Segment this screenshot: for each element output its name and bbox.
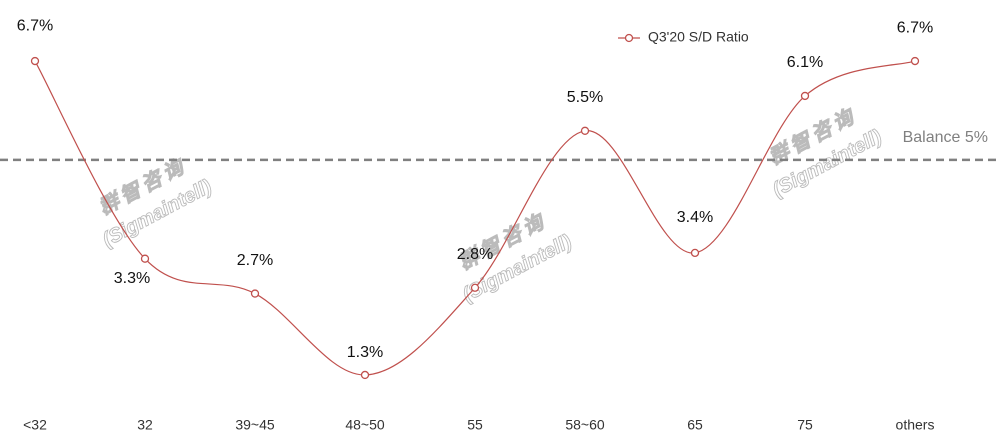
marker [690, 248, 700, 258]
marker [30, 56, 40, 66]
value-label: 6.7% [897, 19, 933, 36]
x-tick-label: 65 [687, 417, 703, 433]
x-tick-label: 39~45 [235, 417, 275, 433]
x-tick-label: 32 [137, 417, 153, 433]
value-label: 2.7% [237, 252, 273, 269]
x-tick-label: 48~50 [345, 417, 385, 433]
value-label: 6.1% [787, 54, 823, 71]
watermark: 群智咨询(Sigmaintell) [95, 153, 216, 251]
value-label: 3.4% [677, 209, 713, 226]
line [34, 60, 916, 376]
x-tick-label: <32 [23, 417, 47, 433]
marker [580, 126, 590, 135]
marker [140, 254, 150, 263]
x-tick-label: 55 [467, 417, 483, 433]
reference-label: Balance 5% [903, 129, 988, 146]
x-tick-label: 75 [797, 417, 813, 433]
value-label: 2.8% [457, 246, 493, 263]
value-label: 3.3% [114, 270, 150, 287]
value-label: 1.3% [347, 344, 383, 361]
marker [910, 56, 920, 66]
marker [360, 370, 370, 380]
marker [250, 289, 260, 298]
marker [470, 283, 480, 292]
marker [800, 91, 810, 101]
watermark: 群智咨询(Sigmaintell) [765, 103, 886, 201]
x-tick-label: 58~60 [565, 417, 605, 433]
value-label: 6.7% [17, 17, 53, 34]
legend-marker [624, 33, 634, 43]
legend-label: Q3'20 S/D Ratio [648, 29, 749, 45]
x-tick-label: others [896, 417, 935, 433]
value-label: 5.5% [567, 89, 603, 106]
